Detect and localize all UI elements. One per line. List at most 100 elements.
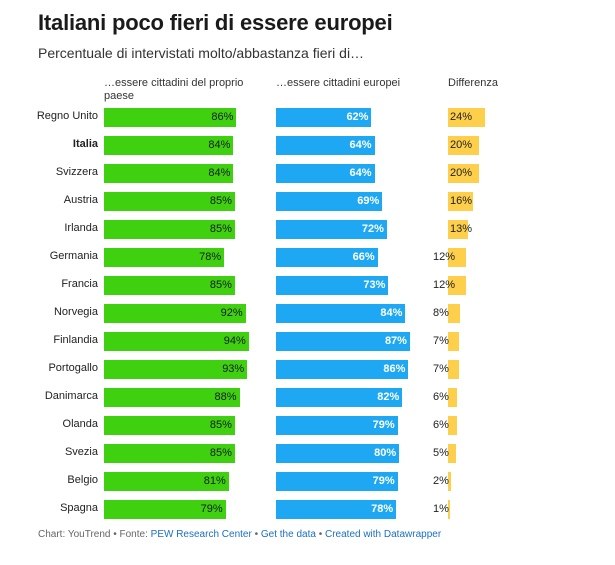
native-value-label: 85% bbox=[209, 419, 232, 431]
native-bar bbox=[104, 248, 225, 267]
eu-bar bbox=[276, 136, 375, 155]
diff-bar bbox=[448, 248, 467, 267]
native-value-label: 92% bbox=[220, 307, 243, 319]
chart-row: Olanda 85% 79% 6% bbox=[0, 412, 615, 440]
native-bar bbox=[104, 444, 235, 463]
native-bar bbox=[104, 220, 235, 239]
eu-bar bbox=[276, 360, 409, 379]
chart-row: Danimarca 88% 82% 6% bbox=[0, 384, 615, 412]
native-bar bbox=[104, 276, 235, 295]
diff-bar bbox=[448, 136, 479, 155]
eu-bar bbox=[276, 444, 400, 463]
native-value-label: 94% bbox=[223, 335, 246, 347]
native-value-label: 85% bbox=[209, 223, 232, 235]
eu-value-label: 64% bbox=[349, 167, 372, 179]
chart-row: Germania 78% 66% 12% bbox=[0, 244, 615, 272]
country-label: Olanda bbox=[62, 418, 98, 430]
native-value-label: 85% bbox=[209, 279, 232, 291]
diff-bar bbox=[448, 304, 461, 323]
eu-value-label: 79% bbox=[372, 419, 395, 431]
country-label: Regno Unito bbox=[36, 110, 98, 122]
chart-row: Portogallo 93% 86% 7% bbox=[0, 356, 615, 384]
country-label: Francia bbox=[61, 278, 98, 290]
diff-value-label: 6% bbox=[433, 419, 449, 431]
diff-value-label: 6% bbox=[433, 391, 449, 403]
eu-bar bbox=[276, 304, 406, 323]
eu-bar bbox=[276, 388, 403, 407]
country-label: Portogallo bbox=[48, 362, 98, 374]
country-label: Italia bbox=[72, 138, 98, 150]
diff-bar bbox=[448, 332, 459, 351]
diff-bar bbox=[448, 108, 485, 127]
diff-bar bbox=[448, 444, 456, 463]
diff-value-label: 7% bbox=[433, 335, 449, 347]
native-value-label: 79% bbox=[200, 503, 223, 515]
chart-row: Svizzera 84% 64% 20% bbox=[0, 160, 615, 188]
diff-value-label: 7% bbox=[433, 363, 449, 375]
native-value-label: 81% bbox=[203, 475, 226, 487]
native-bar bbox=[104, 416, 235, 435]
country-label: Danimarca bbox=[44, 390, 98, 402]
eu-bar bbox=[276, 276, 389, 295]
country-label: Germania bbox=[49, 250, 98, 262]
eu-value-label: 79% bbox=[372, 475, 395, 487]
country-label: Spagna bbox=[60, 502, 98, 514]
eu-value-label: 84% bbox=[380, 307, 403, 319]
chart-row: Austria 85% 69% 16% bbox=[0, 188, 615, 216]
native-bar bbox=[104, 472, 229, 491]
native-value-label: 93% bbox=[222, 363, 245, 375]
native-value-label: 78% bbox=[199, 251, 222, 263]
diff-bar bbox=[448, 416, 458, 435]
source-link[interactable]: PEW Research Center bbox=[150, 529, 252, 540]
footer-credit: Chart: YouTrend • Fonte: bbox=[38, 529, 151, 540]
get-data-link[interactable]: Get the data bbox=[260, 529, 316, 540]
country-label: Austria bbox=[63, 194, 98, 206]
country-label: Norvegia bbox=[53, 306, 98, 318]
eu-value-label: 86% bbox=[383, 363, 406, 375]
eu-value-label: 87% bbox=[384, 335, 407, 347]
diff-value-label: 16% bbox=[450, 195, 473, 207]
diff-bar bbox=[448, 192, 473, 211]
chart-row: Belgio 81% 79% 2% bbox=[0, 468, 615, 496]
eu-value-label: 62% bbox=[346, 111, 369, 123]
chart-subtitle: Percentuale di intervistati molto/abbast… bbox=[38, 45, 365, 61]
native-bar bbox=[104, 192, 235, 211]
eu-bar bbox=[276, 192, 383, 211]
chart-row: Svezia 85% 80% 5% bbox=[0, 440, 615, 468]
footer-separator: • bbox=[315, 529, 325, 540]
chart-row: Italia 84% 64% 20% bbox=[0, 132, 615, 160]
native-bar bbox=[104, 164, 234, 183]
diff-value-label: 1% bbox=[433, 503, 449, 515]
diff-value-label: 8% bbox=[433, 307, 449, 319]
diff-value-label: 12% bbox=[433, 279, 456, 291]
eu-value-label: 72% bbox=[361, 223, 384, 235]
column-header-difference: Differenza bbox=[448, 77, 498, 89]
datawrapper-link[interactable]: Created with Datawrapper bbox=[324, 529, 442, 540]
diff-value-label: 20% bbox=[450, 139, 473, 151]
country-label: Svezia bbox=[64, 446, 98, 458]
native-value-label: 88% bbox=[214, 391, 237, 403]
native-bar bbox=[104, 108, 237, 127]
diff-value-label: 2% bbox=[433, 475, 449, 487]
eu-value-label: 78% bbox=[371, 503, 394, 515]
eu-bar bbox=[276, 500, 397, 519]
diff-value-label: 13% bbox=[450, 223, 473, 235]
native-value-label: 85% bbox=[209, 447, 232, 459]
chart-footer: Chart: YouTrend • Fonte: PEW Research Ce… bbox=[38, 529, 441, 540]
chart-row: Spagna 79% 78% 1% bbox=[0, 496, 615, 524]
eu-bar bbox=[276, 248, 378, 267]
chart-row: Irlanda 85% 72% 13% bbox=[0, 216, 615, 244]
country-label: Svizzera bbox=[55, 166, 98, 178]
native-bar bbox=[104, 360, 248, 379]
chart-row: Norvegia 92% 84% 8% bbox=[0, 300, 615, 328]
native-value-label: 84% bbox=[208, 139, 231, 151]
eu-bar bbox=[276, 472, 398, 491]
chart-row: Francia 85% 73% 12% bbox=[0, 272, 615, 300]
eu-value-label: 64% bbox=[349, 139, 372, 151]
native-value-label: 86% bbox=[211, 111, 234, 123]
diff-bar bbox=[448, 360, 459, 379]
eu-bar bbox=[276, 332, 410, 351]
diff-value-label: 24% bbox=[450, 111, 473, 123]
eu-bar bbox=[276, 416, 398, 435]
eu-value-label: 80% bbox=[374, 447, 397, 459]
